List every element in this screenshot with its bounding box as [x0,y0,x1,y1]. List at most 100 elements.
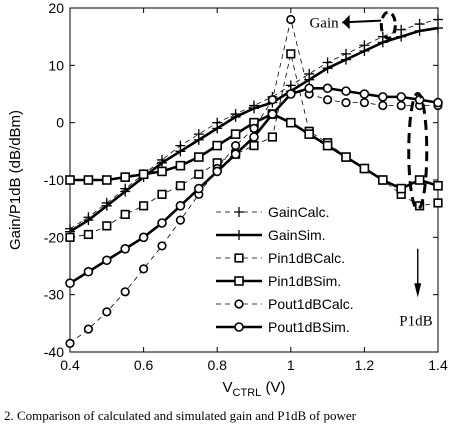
data-point [138,232,149,243]
data-point [230,111,241,122]
x-axis-label-sub: CTRL [233,387,262,399]
data-point [378,100,388,111]
data-point [157,241,167,251]
data-point [120,186,131,197]
p1db-ellipse [407,91,429,211]
legend-marker [234,299,244,309]
legend-box [210,196,374,340]
data-point [83,215,94,226]
data-point [433,14,443,25]
data-point [249,123,259,133]
data-point [194,183,204,194]
data-point [139,201,149,211]
data-point [83,229,93,240]
data-point [102,307,112,317]
data-point [396,92,407,102]
data-point [433,23,443,34]
data-point [65,278,75,289]
data-point [286,14,296,25]
p1db-arrow-head [414,283,422,298]
data-point [102,255,112,266]
data-point [138,169,149,180]
data-point [120,209,130,220]
data-point [267,95,278,105]
legend: GainCalc. GainSim. Pin1dBCalc. Pin1dBSim. Po… [210,196,374,340]
y-tick-label: 10 [48,57,64,73]
y-tick-label: -40 [44,344,64,360]
y-tick-label: -10 [44,172,64,188]
data-point [414,25,425,36]
data-point [359,163,370,174]
data-point [175,201,186,211]
data-point [304,83,315,94]
data-point [249,103,259,114]
data-point [193,134,204,145]
legend-label: GainCalc. [268,204,329,220]
data-point [396,31,407,42]
data-point [396,100,406,111]
data-point [65,175,75,185]
data-point [175,160,186,171]
x-tick-label: 1.4 [428,357,448,373]
legend-marker [234,253,244,263]
gain-arrow-head [342,14,350,30]
legend-label: Pin1dBCalc. [268,250,345,266]
data-point [83,324,93,334]
data-point [414,175,425,185]
x-axis-label: VCTRL (V) [223,379,286,399]
data-point [102,175,112,185]
data-point [120,287,130,297]
data-point [157,189,167,199]
legend-label: Pin1dBSim. [268,273,341,289]
gain-ellipse [379,10,397,40]
legend-label: GainSim. [268,227,326,243]
annotation-p1db: P1dB [399,313,432,329]
y-axis-label: Gain/P1dB (dB/dBm) [7,110,24,250]
data-point [304,129,315,139]
y-tick-label: 0 [56,115,64,131]
data-point [230,149,241,159]
data-point [157,157,167,168]
data-point [359,97,370,108]
data-point [341,86,351,96]
legend-label: Pout1dBSim. [268,319,350,335]
data-point [65,338,75,349]
legend-label: Pout1dBCalc. [268,296,354,312]
data-point [377,37,388,48]
series-pin1dbsim [65,109,443,194]
data-point [341,97,351,108]
x-tick-label: 1 [287,357,295,373]
data-point [433,180,443,191]
series-line [69,19,438,344]
data-point [230,129,241,139]
data-point [396,183,407,194]
data-point [175,146,186,157]
data-point [157,166,167,177]
annotations: Gain P1dB [309,10,433,329]
x-tick-label: 0.4 [60,357,80,373]
data-point [323,95,333,105]
x-axis-label-unit: (V) [261,379,285,396]
legend-marker [234,230,244,240]
data-point [322,140,333,151]
figure-caption: 2. Comparison of calculated and simulate… [4,408,357,423]
data-point [120,244,130,254]
data-point [212,123,223,134]
data-point [83,266,94,277]
data-point [120,172,130,182]
data-point [322,63,333,74]
data-point [267,132,278,142]
legend-marker [234,322,244,332]
data-point [102,221,112,231]
data-point [175,215,185,225]
x-tick-label: 0.6 [134,357,154,373]
data-point [175,181,186,191]
data-point [286,49,296,59]
annotation-gain: Gain [309,15,339,31]
data-point [83,175,94,185]
axes: 0.4 0.6 0.8 1 1.2 1.4 -40 -30 -20 -10 0 10 20 VCTRL (… [7,0,448,399]
data-point [212,166,222,177]
data-point [433,198,443,208]
x-axis-label-main: V [223,379,233,396]
data-point [377,92,388,102]
